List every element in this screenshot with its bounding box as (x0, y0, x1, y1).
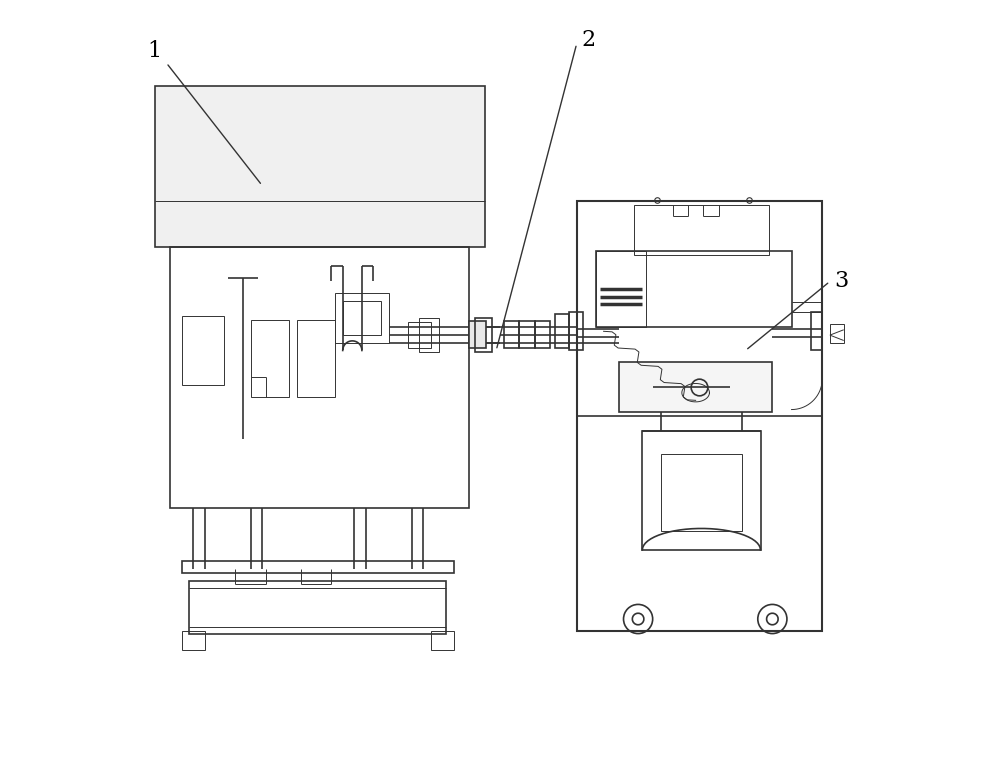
Text: 3: 3 (834, 270, 849, 293)
Text: 1: 1 (148, 40, 162, 62)
FancyBboxPatch shape (469, 320, 486, 348)
Text: 2: 2 (581, 28, 595, 51)
FancyBboxPatch shape (619, 362, 772, 412)
FancyBboxPatch shape (155, 85, 485, 247)
